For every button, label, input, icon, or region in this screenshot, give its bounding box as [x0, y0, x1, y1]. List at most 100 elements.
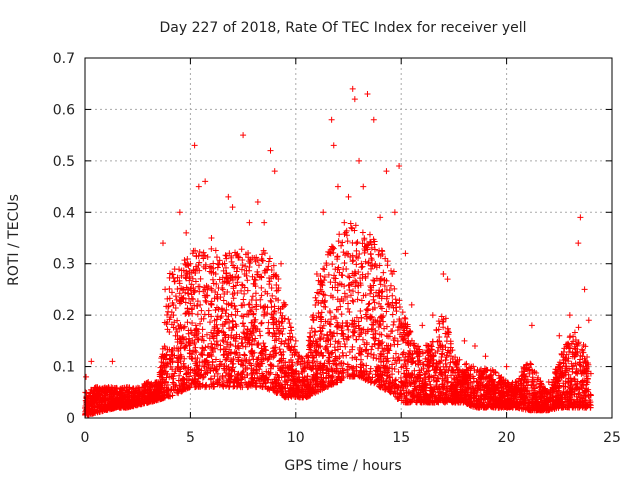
- data-point: [175, 390, 182, 397]
- data-point: [582, 385, 589, 392]
- data-point: [233, 268, 240, 275]
- data-point: [367, 365, 374, 372]
- data-point: [252, 290, 259, 297]
- data-point: [239, 281, 246, 288]
- data-point: [438, 358, 445, 365]
- data-point: [221, 290, 228, 297]
- data-point: [174, 317, 181, 324]
- data-point: [208, 353, 215, 360]
- data-point: [313, 297, 320, 304]
- data-point: [462, 361, 469, 368]
- data-point: [169, 271, 176, 278]
- data-point: [327, 279, 334, 286]
- data-point: [383, 308, 390, 315]
- data-point: [226, 366, 233, 373]
- data-point: [409, 359, 416, 366]
- data-point: [180, 336, 187, 343]
- data-point: [174, 286, 181, 293]
- data-point: [344, 305, 351, 312]
- data-point: [252, 277, 259, 284]
- data-point: [262, 351, 269, 358]
- data-point: [264, 310, 271, 317]
- data-point: [249, 304, 256, 311]
- data-point: [182, 343, 189, 350]
- data-point: [400, 349, 407, 356]
- data-point: [279, 331, 286, 338]
- data-point: [403, 392, 410, 399]
- data-point: [567, 345, 574, 352]
- data-point: [242, 343, 249, 350]
- data-point: [347, 220, 354, 227]
- data-point: [353, 363, 360, 370]
- data-point: [434, 338, 441, 345]
- data-point: [379, 339, 386, 346]
- data-point: [270, 271, 277, 278]
- data-point: [202, 344, 209, 351]
- data-point: [311, 332, 318, 339]
- data-point: [380, 269, 387, 276]
- data-point: [377, 281, 384, 288]
- data-point: [202, 265, 209, 272]
- data-point: [368, 244, 375, 251]
- data-point: [448, 372, 455, 379]
- data-point: [258, 320, 265, 327]
- data-point: [353, 261, 360, 268]
- data-point: [213, 281, 220, 288]
- data-point: [397, 374, 404, 381]
- data-point: [391, 285, 398, 292]
- data-point: [182, 289, 189, 296]
- data-point: [339, 349, 346, 356]
- data-point: [170, 324, 177, 331]
- data-point: [196, 248, 203, 255]
- data-point: [265, 319, 272, 326]
- data-point: [370, 351, 377, 358]
- data-point: [368, 284, 375, 291]
- data-point: [221, 260, 228, 267]
- data-point: [266, 255, 273, 262]
- data-point: [367, 250, 374, 257]
- data-point: [362, 247, 369, 254]
- data-point: [270, 320, 277, 327]
- data-point: [234, 344, 241, 351]
- data-point: [232, 282, 239, 289]
- data-point: [218, 313, 225, 320]
- data-point: [388, 328, 395, 335]
- data-point: [367, 239, 374, 246]
- data-point: [321, 266, 328, 273]
- data-point: [309, 357, 316, 364]
- data-point: [325, 271, 332, 278]
- data-point: [186, 335, 193, 342]
- data-point: [353, 279, 360, 286]
- data-point: [387, 282, 394, 289]
- data-point: [569, 368, 576, 375]
- data-point: [171, 387, 178, 394]
- data-point: [463, 360, 470, 367]
- data-point: [275, 379, 282, 386]
- data-point: [222, 252, 229, 259]
- data-point: [264, 385, 271, 392]
- data-point: [338, 242, 345, 249]
- data-point: [389, 311, 396, 318]
- data-point: [575, 324, 582, 331]
- data-point: [200, 337, 207, 344]
- data-point: [317, 343, 324, 350]
- data-point: [365, 301, 372, 308]
- data-point: [349, 297, 356, 304]
- data-point: [226, 319, 233, 326]
- data-point: [327, 321, 334, 328]
- data-point: [393, 360, 400, 367]
- data-point: [241, 323, 248, 330]
- data-point: [187, 300, 194, 307]
- data-point: [196, 359, 203, 366]
- data-point: [231, 289, 238, 296]
- data-point: [266, 371, 273, 378]
- data-point: [358, 264, 365, 271]
- data-point: [354, 239, 361, 246]
- data-point: [244, 287, 251, 294]
- data-point: [220, 338, 227, 345]
- data-point: [223, 306, 230, 313]
- data-point: [367, 290, 374, 297]
- data-point: [359, 263, 366, 270]
- data-point: [391, 365, 398, 372]
